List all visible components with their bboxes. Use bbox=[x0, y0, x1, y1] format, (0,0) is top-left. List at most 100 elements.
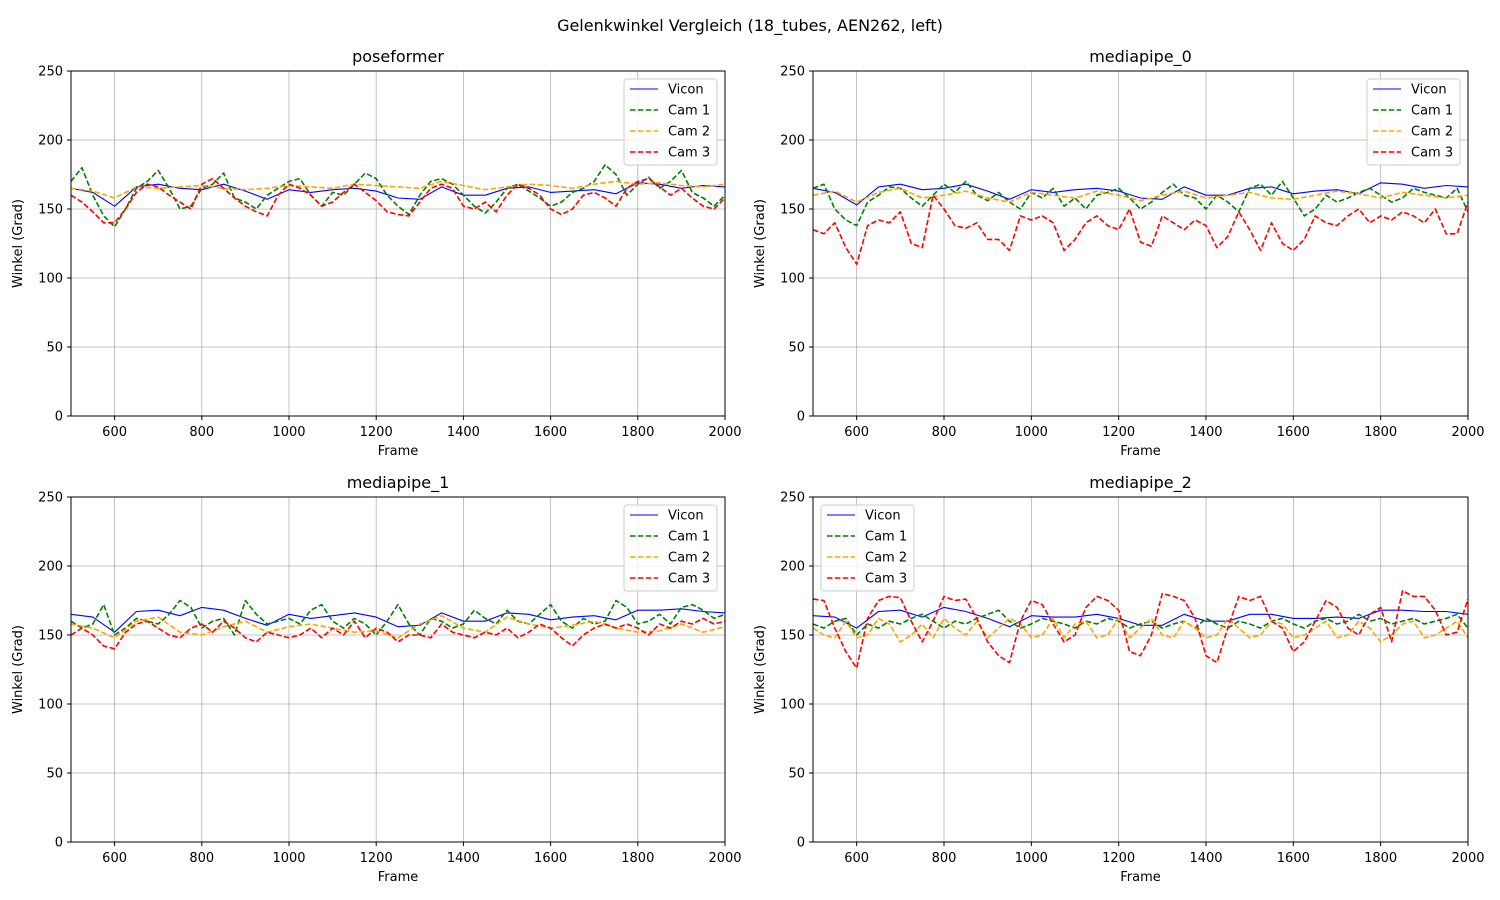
x-tick-label: 800 bbox=[189, 425, 214, 440]
y-tick-label: 0 bbox=[55, 410, 63, 425]
subplot-mediapipe_0: 600 800 1000 1200 1400 1600 1800 2000 0 50 100 150 2… bbox=[753, 47, 1485, 459]
x-tick-label: 1600 bbox=[534, 425, 567, 440]
subplot-title: mediapipe_1 bbox=[347, 473, 450, 493]
series-line-cam-3 bbox=[813, 194, 1468, 266]
x-tick-label: 2000 bbox=[708, 851, 741, 866]
y-tick-label: 100 bbox=[38, 272, 63, 287]
y-tick-label: 100 bbox=[38, 698, 63, 713]
series-line-cam-2 bbox=[813, 617, 1468, 643]
x-tick-label: 1600 bbox=[534, 851, 567, 866]
legend-label: Cam 2 bbox=[668, 125, 710, 140]
x-tick-label: 800 bbox=[932, 851, 957, 866]
x-axis-label: Frame bbox=[1120, 870, 1161, 885]
x-tick-label: 1400 bbox=[447, 425, 480, 440]
plot-area bbox=[813, 71, 1468, 416]
y-tick-label: 200 bbox=[780, 134, 805, 149]
series-line-cam-3 bbox=[813, 589, 1468, 669]
x-tick-label: 1000 bbox=[1015, 851, 1048, 866]
subplot-title: poseformer bbox=[352, 47, 444, 66]
x-tick-label: 1600 bbox=[1277, 851, 1310, 866]
y-tick-label: 0 bbox=[797, 410, 805, 425]
series-line-cam-1 bbox=[71, 164, 725, 228]
y-tick-label: 50 bbox=[46, 767, 63, 782]
plot-area bbox=[71, 71, 725, 416]
subplot-mediapipe_2: 600 800 1000 1200 1400 1600 1800 2000 0 50 100 150 2… bbox=[753, 473, 1485, 885]
x-axis-label: Frame bbox=[378, 444, 419, 459]
series-line-cam-2 bbox=[71, 614, 725, 639]
legend-label: Cam 2 bbox=[865, 551, 907, 566]
x-tick-label: 2000 bbox=[708, 425, 741, 440]
legend: Vicon Cam 1 Cam 2 Cam 3 bbox=[820, 504, 915, 592]
figure-suptitle: Gelenkwinkel Vergleich (18_tubes, AEN262… bbox=[557, 16, 943, 36]
y-tick-label: 250 bbox=[780, 65, 805, 80]
y-tick-label: 200 bbox=[780, 560, 805, 575]
legend-label: Vicon bbox=[1411, 83, 1447, 98]
y-tick-label: 50 bbox=[788, 767, 805, 782]
x-tick-label: 800 bbox=[932, 425, 957, 440]
plot-frame bbox=[70, 496, 726, 843]
x-tick-label: 1200 bbox=[360, 851, 393, 866]
y-axis-label: Winkel (Grad) bbox=[753, 625, 768, 714]
x-tick-label: 1800 bbox=[1364, 851, 1397, 866]
legend-box bbox=[623, 78, 718, 166]
legend-box bbox=[820, 504, 915, 592]
legend-label: Cam 1 bbox=[865, 530, 907, 545]
legend-label: Cam 3 bbox=[1411, 146, 1453, 161]
y-axis-label: Winkel (Grad) bbox=[753, 199, 768, 288]
x-tick-label: 800 bbox=[189, 851, 214, 866]
x-tick-label: 1200 bbox=[1102, 425, 1135, 440]
legend-label: Vicon bbox=[668, 509, 704, 524]
subplot-title: mediapipe_2 bbox=[1089, 473, 1192, 493]
legend-label: Cam 3 bbox=[668, 146, 710, 161]
y-tick-label: 250 bbox=[780, 491, 805, 506]
x-axis-label: Frame bbox=[378, 870, 419, 885]
series-line-cam-3 bbox=[71, 177, 725, 224]
y-tick-label: 0 bbox=[797, 836, 805, 851]
subplot-mediapipe_1: 600 800 1000 1200 1400 1600 1800 2000 0 50 100 150 2… bbox=[11, 473, 742, 885]
legend-label: Cam 3 bbox=[668, 572, 710, 587]
y-tick-label: 150 bbox=[38, 203, 63, 218]
x-tick-label: 1200 bbox=[1102, 851, 1135, 866]
legend-label: Cam 2 bbox=[1411, 125, 1453, 140]
x-tick-label: 1000 bbox=[1015, 425, 1048, 440]
series-group bbox=[813, 180, 1468, 266]
legend-label: Cam 2 bbox=[668, 551, 710, 566]
y-axis-label: Winkel (Grad) bbox=[11, 199, 26, 288]
legend: Vicon Cam 1 Cam 2 Cam 3 bbox=[623, 504, 718, 592]
y-tick-label: 50 bbox=[46, 341, 63, 356]
plot-frame bbox=[812, 496, 1469, 843]
series-line-cam-1 bbox=[813, 609, 1468, 636]
y-tick-label: 100 bbox=[780, 698, 805, 713]
y-tick-label: 50 bbox=[788, 341, 805, 356]
x-tick-label: 1400 bbox=[1189, 425, 1222, 440]
plot-area bbox=[71, 497, 725, 842]
x-tick-label: 1400 bbox=[1189, 851, 1222, 866]
legend-box bbox=[1366, 78, 1461, 166]
series-group bbox=[813, 589, 1468, 669]
series-group bbox=[71, 599, 725, 650]
x-tick-label: 600 bbox=[102, 425, 127, 440]
series-line-cam-2 bbox=[813, 187, 1468, 203]
x-tick-label: 1000 bbox=[272, 851, 305, 866]
x-tick-label: 2000 bbox=[1451, 425, 1484, 440]
y-tick-label: 100 bbox=[780, 272, 805, 287]
x-tick-label: 2000 bbox=[1451, 851, 1484, 866]
x-tick-label: 1800 bbox=[621, 425, 654, 440]
series-line-cam-3 bbox=[71, 617, 725, 650]
plot-frame bbox=[70, 70, 726, 417]
legend-label: Cam 1 bbox=[668, 530, 710, 545]
x-tick-label: 1800 bbox=[621, 851, 654, 866]
series-line-cam-2 bbox=[71, 180, 725, 199]
y-axis-label: Winkel (Grad) bbox=[11, 625, 26, 714]
plot-frame bbox=[812, 70, 1469, 417]
legend-box bbox=[623, 504, 718, 592]
x-axis-label: Frame bbox=[1120, 444, 1161, 459]
legend-label: Cam 1 bbox=[1411, 104, 1453, 119]
y-tick-label: 150 bbox=[780, 629, 805, 644]
series-group bbox=[71, 164, 725, 228]
legend-label: Cam 1 bbox=[668, 104, 710, 119]
x-tick-label: 1200 bbox=[360, 425, 393, 440]
legend-label: Vicon bbox=[865, 509, 901, 524]
x-tick-label: 600 bbox=[844, 851, 869, 866]
